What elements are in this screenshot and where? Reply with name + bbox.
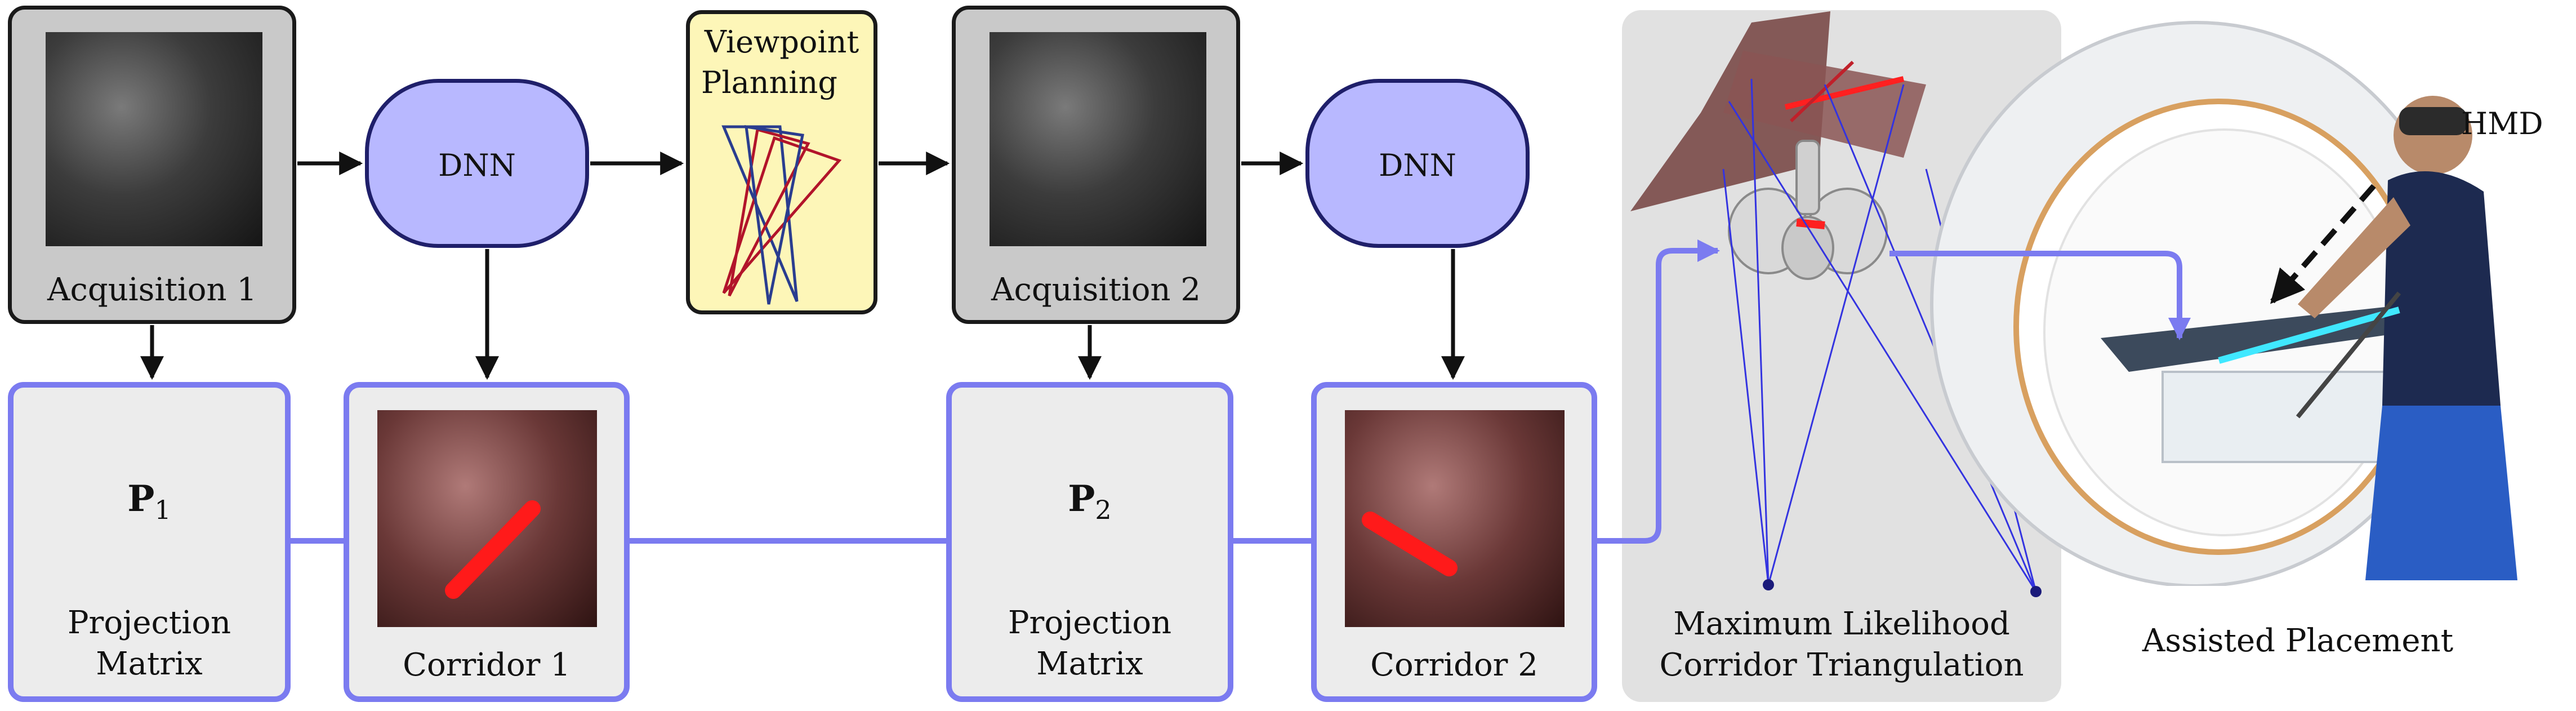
dnn-1-label: DNN [438,148,516,183]
triangulation-label-line1: Maximum Likelihood [1673,606,2010,642]
acquisition-2-box: Acquisition 2 [952,6,1240,324]
projection-matrix-2-line1: Projection [1008,605,1172,641]
viewpoint-planning-line2: Planning [701,65,837,100]
dnn-2-node: DNN [1305,79,1530,248]
viewpoint-cones-graphic [721,125,842,305]
corridor-2-box: Corridor 2 [1311,382,1597,702]
dnn-2-label: DNN [1379,148,1456,183]
dnn-1-node: DNN [365,79,589,248]
acquisition-2-label: Acquisition 2 [991,272,1201,308]
acquisition-1-xray-image [46,32,262,246]
projection-matrix-1-line1: Projection [67,605,231,641]
p1-symbol: P [127,478,155,520]
viewpoint-planning-box: Viewpoint Planning [686,10,877,314]
corridor-2-label: Corridor 2 [1370,647,1538,683]
corridor-1-box: Corridor 1 [344,382,630,702]
p2-symbol: P [1068,478,1095,520]
assisted-placement-photo [1904,11,2568,586]
corridor-1-label: Corridor 1 [403,647,571,683]
projection-matrix-2-line2: Matrix [1036,646,1143,682]
projection-matrix-1-box: P1 Projection Matrix [8,382,291,702]
corridor-1-red-line [445,500,541,599]
acquisition-1-box: Acquisition 1 [8,6,296,324]
corridor-2-red-line [1362,512,1458,576]
p2-subscript: 2 [1095,494,1112,525]
corridor-1-image [377,410,597,627]
projection-matrix-1-line2: Matrix [96,646,203,682]
assisted-placement-label: Assisted Placement [2142,623,2454,659]
c-arm-scene-graphic [1930,21,2517,586]
projection-matrix-2-symbol: P2 [952,478,1228,525]
acquisition-2-xray-image [990,32,1206,246]
acquisition-1-label: Acquisition 1 [47,272,257,308]
hmd-label: HMD [2461,106,2543,141]
projection-matrix-2-box: P2 Projection Matrix [946,382,1233,702]
viewpoint-planning-line1: Viewpoint [704,24,859,60]
triangulation-label-line2: Corridor Triangulation [1659,647,2024,683]
projection-matrix-1-symbol: P1 [14,478,285,525]
p1-subscript: 1 [154,494,171,525]
